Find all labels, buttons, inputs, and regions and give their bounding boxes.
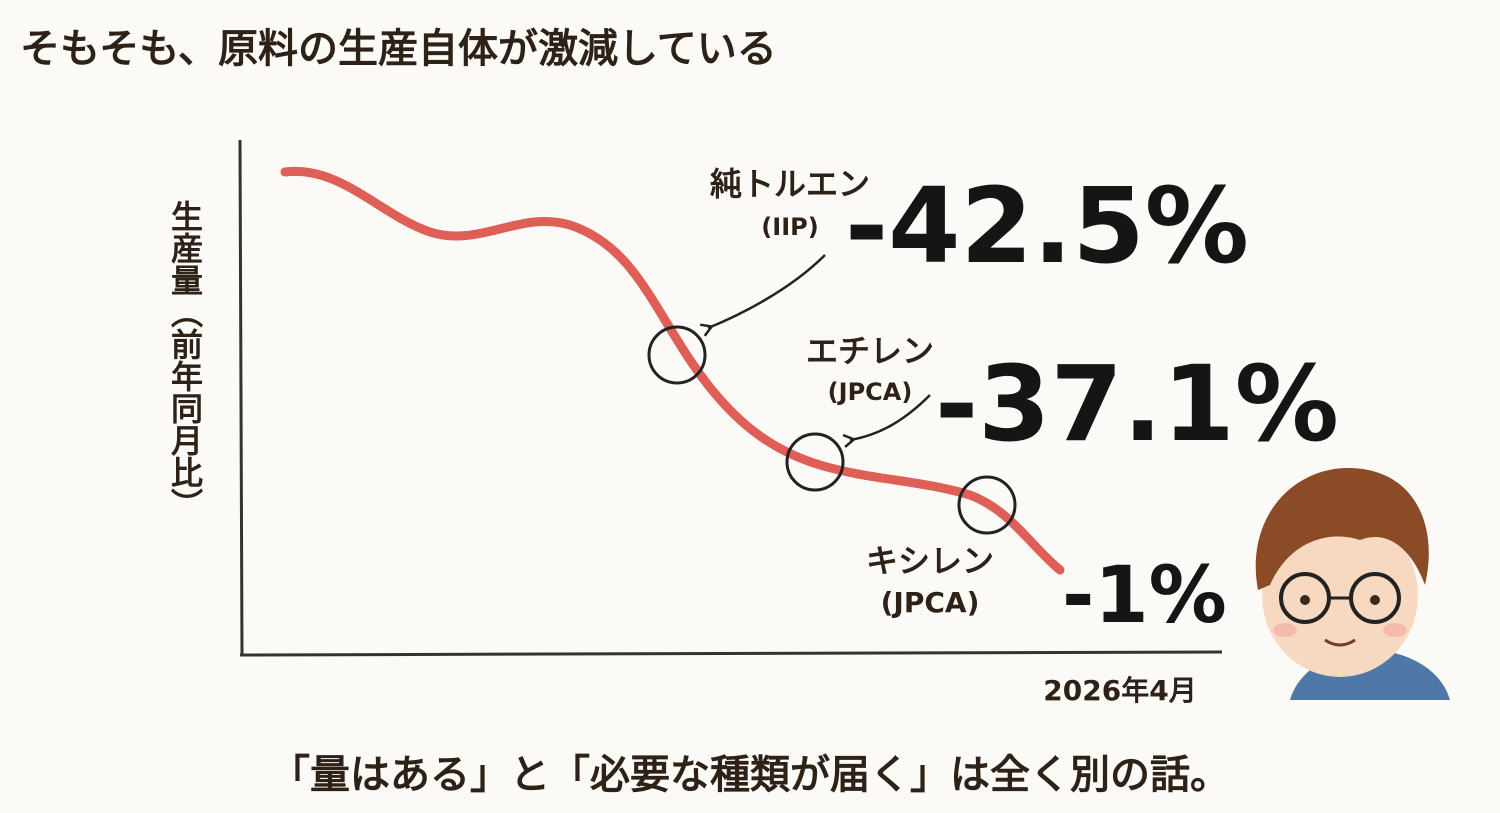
highlight-circle — [785, 432, 845, 492]
callout-source: (JPCA) — [881, 586, 980, 619]
callout-name: キシレン — [866, 542, 994, 580]
callout-change: -1% — [1062, 551, 1227, 641]
highlight-circle — [647, 325, 707, 385]
callout-change: -37.1% — [935, 343, 1339, 465]
callout-change: -42.5% — [845, 165, 1249, 287]
highlight-circle — [957, 475, 1017, 535]
x-axis — [239, 650, 1223, 657]
callout-source: (JPCA) — [828, 378, 913, 406]
callout-name: エチレン — [806, 332, 934, 370]
character — [1255, 467, 1450, 700]
arrow — [708, 254, 826, 328]
trend-line — [280, 166, 1065, 575]
title: そもそも、原料の生産自体が激減している — [20, 26, 777, 72]
arrow — [850, 394, 931, 440]
y-axis-label: 生産量（前年同月比） — [166, 200, 204, 520]
callout-name: 純トルエン — [710, 165, 870, 203]
x-axis-label: 2026年4月 — [1043, 674, 1196, 707]
footer-message: 「量はある」と「必要な種類が届く」は全く別の話。 — [270, 752, 1230, 798]
y-axis — [238, 139, 244, 656]
callout-source: (IIP) — [761, 213, 818, 241]
